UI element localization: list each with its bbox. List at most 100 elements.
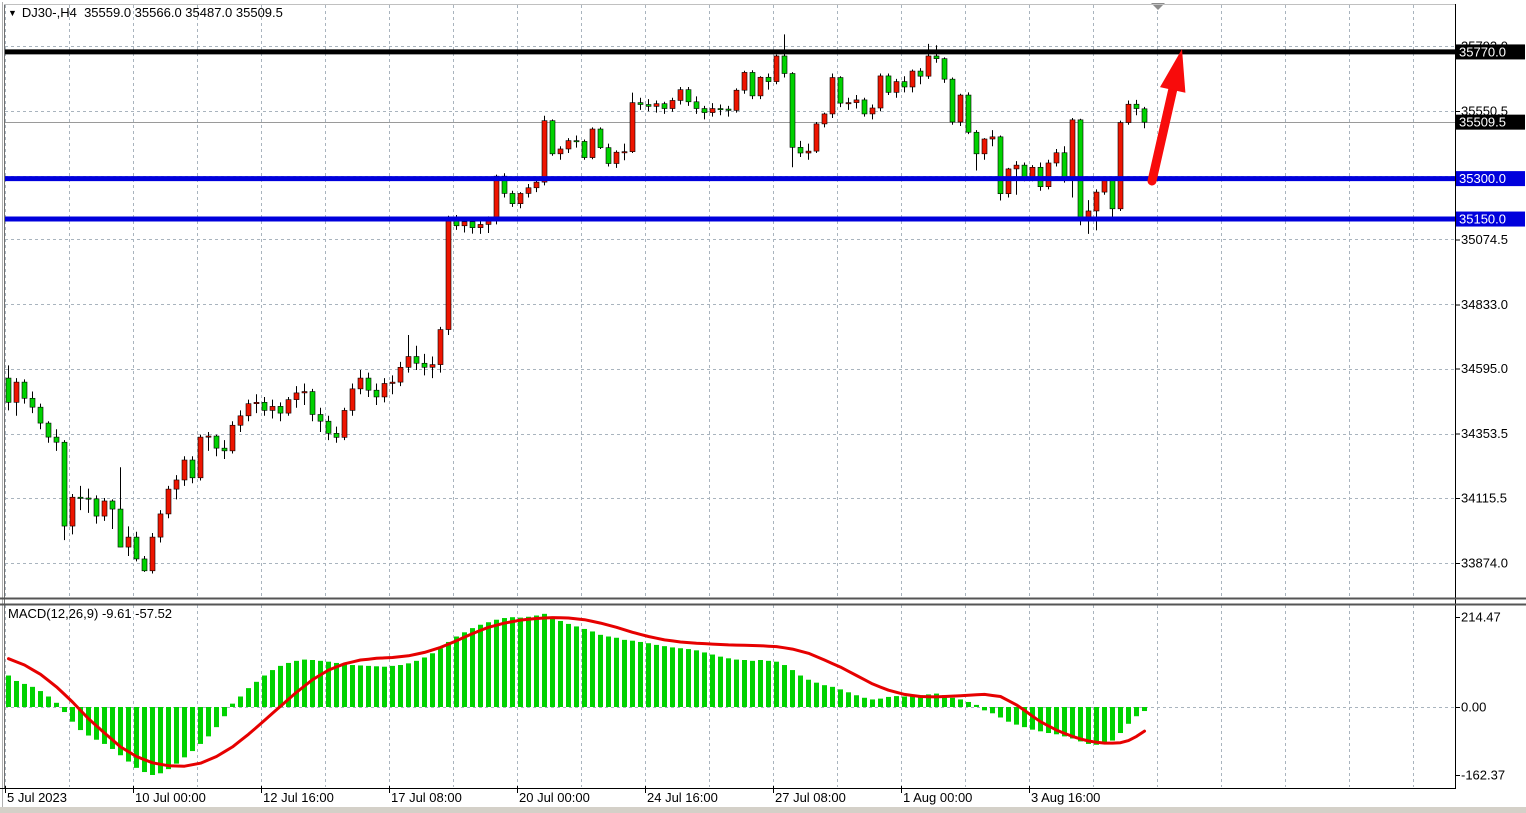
date-label: 5 Jul 2023 [7,790,67,805]
macd-histogram-bar [366,665,371,707]
candle [221,447,228,452]
macd-histogram-bar [990,707,995,714]
date-label: 12 Jul 16:00 [263,790,334,805]
candle [109,500,116,510]
candle [1005,168,1012,195]
date-label: 10 Jul 00:00 [135,790,206,805]
candle [141,558,148,572]
candle [245,403,252,417]
macd-histogram-bar [718,656,723,707]
macd-histogram-bar [870,699,875,707]
candle [853,99,860,103]
macd-histogram-bar [1062,707,1067,737]
candle [117,508,124,548]
candle [1029,166,1036,178]
macd-histogram-bar [334,662,339,707]
macd-histogram-bar [686,649,691,707]
price-tick-label: 33874.0 [1461,555,1508,570]
macd-histogram-bar [142,707,147,773]
macd-histogram-bar [46,696,51,707]
macd-histogram-bar [502,618,507,707]
macd-histogram-bar [734,659,739,707]
macd-histogram-bar [934,693,939,707]
candle [909,70,916,88]
macd-histogram-bar [910,696,915,707]
macd-histogram-bar [782,665,787,707]
candle [525,187,532,194]
candle [925,55,932,77]
candle [237,415,244,426]
macd-histogram-bar [526,616,531,707]
candle [789,73,796,148]
candle [685,89,692,103]
candle [845,102,852,105]
chart-title-symbol-timeframe: DJ30-,H4 [21,5,77,20]
candle [29,397,36,408]
macd-histogram-bar [70,707,75,722]
candle [1077,119,1084,218]
candle [213,435,220,449]
macd-histogram-bar [678,648,683,707]
date-label: 1 Aug 00:00 [903,790,972,805]
macd-histogram-bar [758,660,763,707]
gridlines [5,5,1455,787]
macd-histogram-bar [838,689,843,707]
macd-histogram-bar [902,696,907,707]
macd-histogram-bar [862,697,867,707]
candle [93,498,100,517]
trend-arrow-shaft[interactable] [1147,81,1179,186]
price-axis-labels: 35792.035550.535074.534833.034595.034353… [1455,39,1508,783]
candle [1021,164,1028,178]
macd-tick-label: -162.37 [1461,768,1505,783]
price-tick-label: 34115.5 [1461,490,1507,505]
candle [1125,103,1132,123]
macd-indicator-label: MACD(12,26,9) -9.61 -57.52 [8,606,172,621]
macd-histogram-bar [1134,707,1139,717]
macd-histogram-bar [158,707,163,774]
macd-histogram-bar [150,707,155,775]
candle [437,329,444,365]
level-badge: 35150.0 [1456,211,1525,227]
candle [101,500,108,517]
candle [765,76,772,82]
candle [637,102,644,105]
macd-histogram-bar [798,675,803,707]
candle [157,513,164,538]
price-tick-label: 34833.0 [1461,297,1508,312]
candle [1053,152,1060,164]
macd-histogram-bar [182,707,187,758]
macd-histogram-bar [1006,707,1011,722]
macd-histogram-bar [638,641,643,707]
level-badge-bg [1456,171,1525,187]
macd-histogram-bar [206,707,211,737]
date-label: 27 Jul 08:00 [775,790,846,805]
date-label: 20 Jul 00:00 [519,790,590,805]
candle [365,377,372,391]
candle [813,123,820,152]
macd-histogram-bar [622,639,627,707]
trend-arrow[interactable] [1147,49,1186,186]
macd-histogram-bar [558,620,563,707]
symbol-dropdown-icon[interactable]: ▼ [8,8,17,18]
candle [989,136,996,140]
price-tick-label: 34353.5 [1461,426,1508,441]
macd-histogram-bar [918,695,923,707]
candle [773,55,780,82]
macd-histogram-bar [126,707,131,762]
trend-arrow-head[interactable] [1160,49,1186,93]
macd-histogram-bar [94,707,99,740]
macd-histogram-bar [462,632,467,707]
candle [1069,119,1076,179]
candle [605,147,612,164]
candle [893,81,900,93]
candle [461,221,468,227]
macd-tick-label: 214.47 [1461,610,1501,625]
candle [629,102,636,152]
candle [901,81,908,88]
time-axis-labels: 5 Jul 2023 10 Jul 00:00 12 Jul 16:00 17 Jul… [5,786,1100,805]
macd-histogram-bar [14,680,19,707]
candle [661,103,668,109]
macd-histogram-bar [222,707,227,717]
